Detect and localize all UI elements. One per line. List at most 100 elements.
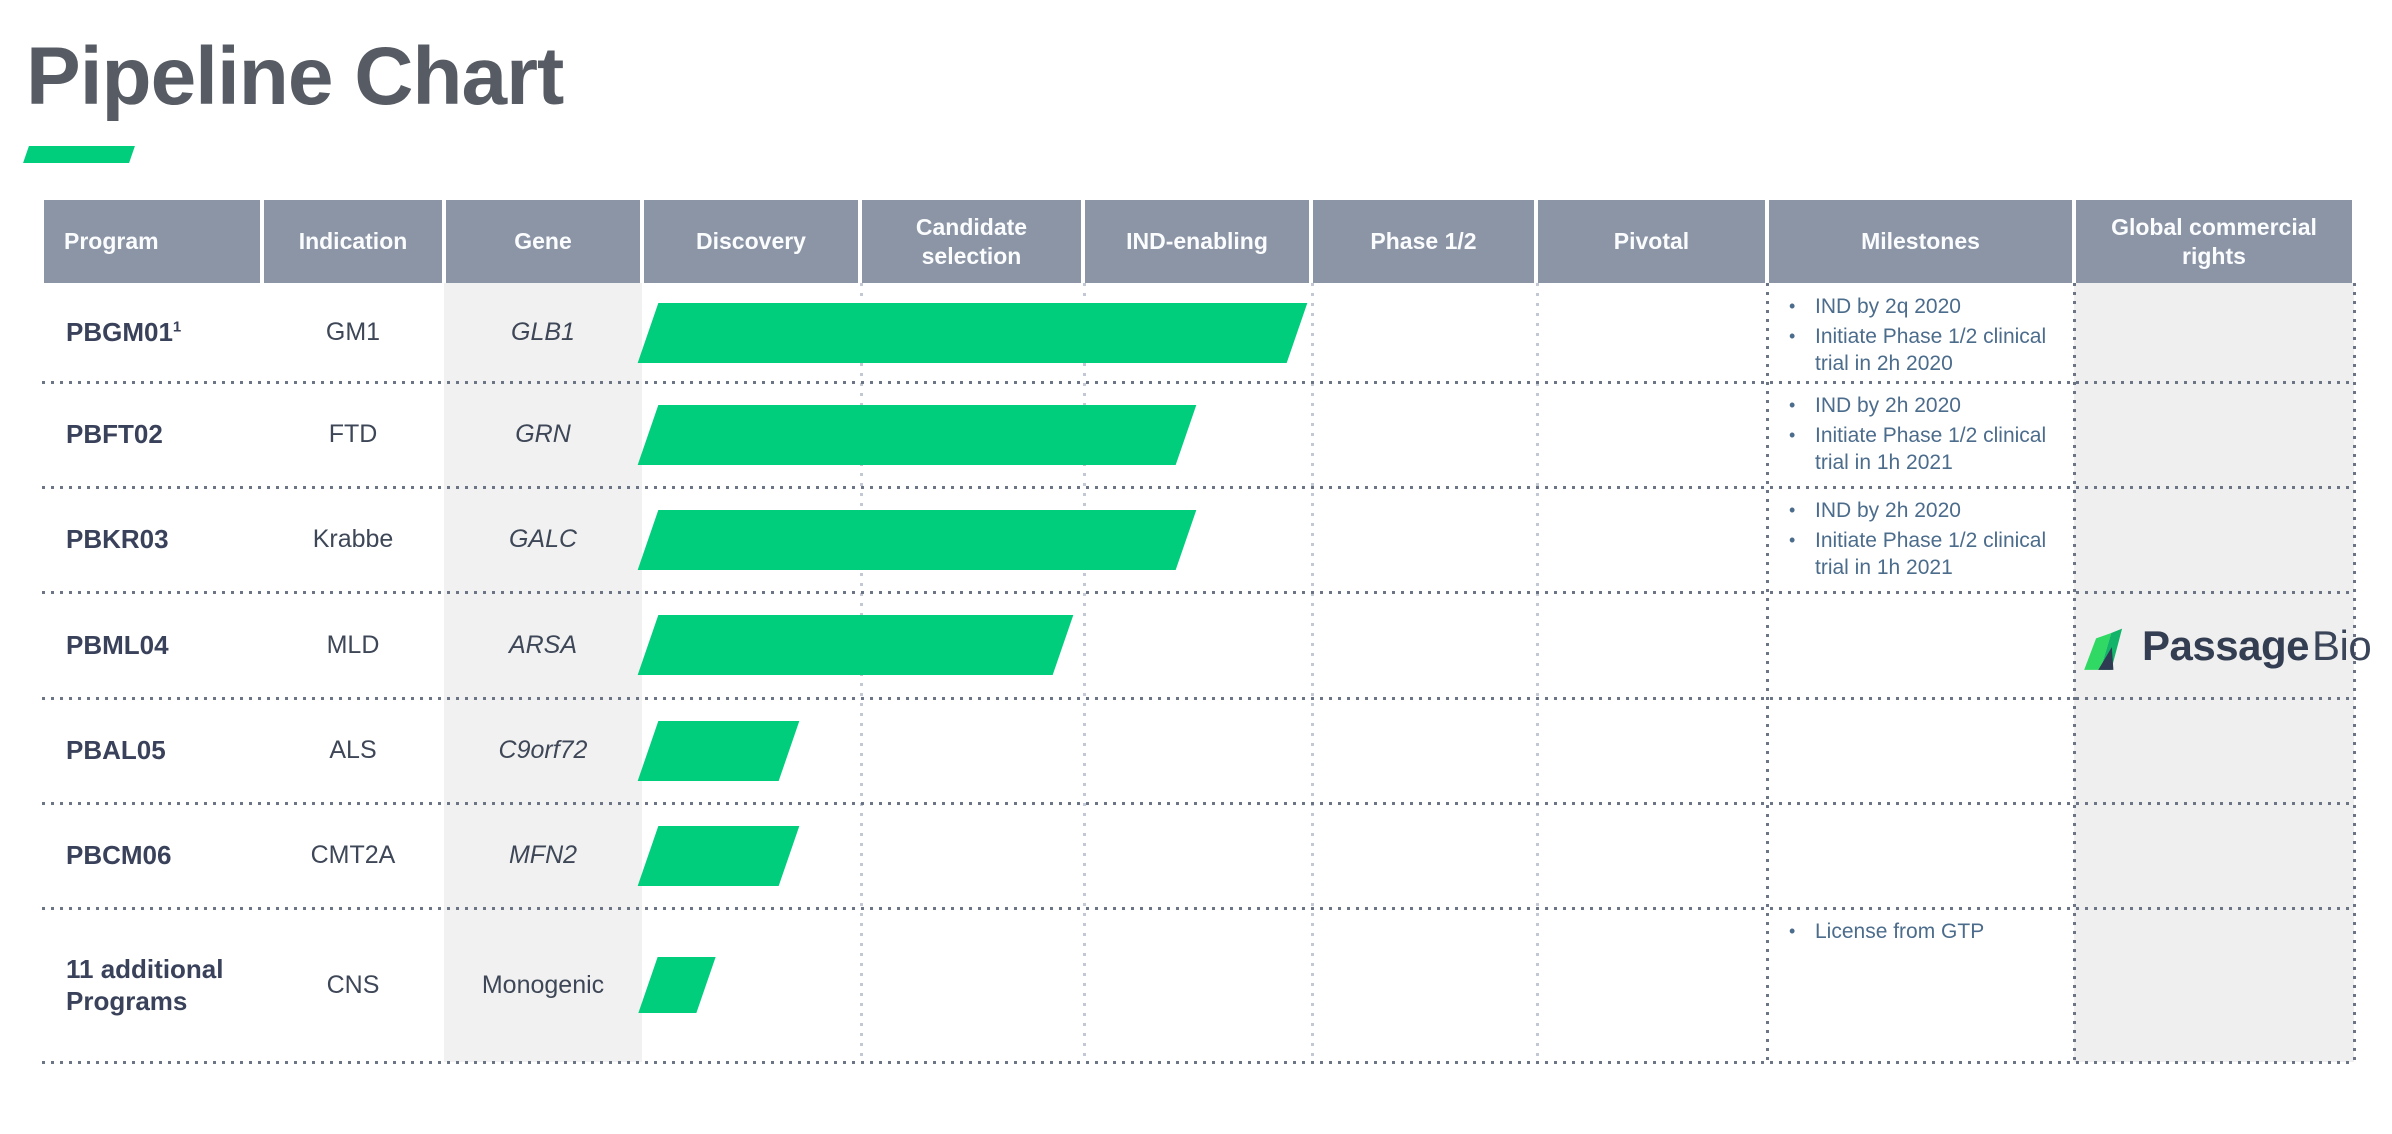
milestone-text: Initiate Phase 1/2 clinical trial in 1h …: [1815, 529, 2047, 579]
program-name-text: 11 additional Programs: [66, 953, 224, 1017]
title-underline-dash: [23, 146, 135, 163]
bullet-icon: •: [1789, 500, 1796, 520]
program-name: PBCM06: [66, 839, 171, 872]
passage-bio-logo-icon: [2084, 628, 2123, 670]
row-separator: [42, 486, 2354, 489]
header-cell-program: Program: [44, 200, 260, 283]
program-name-text: PBCM06: [66, 840, 172, 871]
progress-bar: [637, 615, 1074, 675]
row-separator: [42, 1061, 2354, 1064]
program-cell: PBGM011: [42, 283, 262, 382]
bullet-icon: •: [1789, 425, 1796, 446]
row-separator: [42, 802, 2354, 805]
gene-cell: MFN2: [508, 841, 578, 869]
bullet-icon: •: [1789, 530, 1796, 551]
milestones-cell: • IND by 2h 2020 • Initiate Phase 1/2 clini…: [1767, 487, 2074, 592]
program-name-text: PBGM01: [66, 317, 173, 348]
program-footnote-marker: 1: [172, 318, 182, 336]
milestone-text: IND by 2h 2020: [1815, 394, 1961, 417]
indication-cell: ALS: [329, 736, 377, 764]
gene-cell: GRN: [515, 420, 571, 448]
indication-cell: CNS: [326, 970, 380, 999]
program-cell: PBKR03: [42, 487, 262, 592]
program-cell: PBCM06: [42, 803, 262, 908]
milestone-item: • IND by 2h 2020: [1789, 393, 2068, 419]
bullet-icon: •: [1789, 921, 1796, 941]
progress-bar: [637, 509, 1196, 570]
program-name-text: PBAL05: [66, 735, 166, 766]
logo-text-bio: Bio: [2311, 622, 2372, 669]
program-name: PBKR03: [66, 523, 169, 556]
milestone-item: • IND by 2h 2020: [1789, 498, 2068, 524]
program-name: 11 additional Programs: [66, 953, 262, 1018]
progress-bar: [637, 404, 1196, 465]
milestone-text: Initiate Phase 1/2 clinical trial in 2h …: [1815, 325, 2047, 375]
column-separator: [1536, 283, 1539, 1062]
header-cell-gene: Gene: [446, 200, 640, 283]
indication-cell: FTD: [328, 420, 378, 448]
milestone-item: • Initiate Phase 1/2 clinical trial in 2h…: [1789, 324, 2068, 377]
indication-cell: CMT2A: [310, 841, 396, 869]
milestones-cell: • License from GTP: [1767, 908, 2074, 1062]
header-cell-phase-1-2: Phase 1/2: [1313, 200, 1534, 283]
bullet-icon: •: [1789, 326, 1796, 347]
bullet-icon: •: [1789, 296, 1796, 316]
passage-bio-logo-text: Passage Bio: [2142, 622, 2372, 670]
indication-cell: GM1: [325, 318, 381, 346]
program-name-text: PBML04: [66, 629, 169, 660]
logo-text-passage: Passage: [2142, 622, 2309, 669]
program-name: PBAL05: [66, 734, 166, 767]
header-cell-pivotal: Pivotal: [1538, 200, 1765, 283]
column-separator: [1766, 283, 1769, 1062]
program-cell: PBFT02: [42, 382, 262, 487]
row-separator: [42, 381, 2354, 384]
milestones-cell: • IND by 2h 2020 • Initiate Phase 1/2 clini…: [1767, 382, 2074, 487]
gene-column-shading: [444, 283, 642, 1062]
progress-bar: [637, 302, 1308, 363]
gene-cell: Monogenic: [481, 970, 605, 999]
program-name: PBML04: [66, 629, 169, 662]
program-cell: PBAL05: [42, 698, 262, 803]
global-rights-column-shading: [2074, 283, 2354, 1062]
column-separator: [1083, 283, 1086, 1062]
gene-cell: C9orf72: [498, 736, 588, 764]
milestone-item: • License from GTP: [1789, 919, 2068, 945]
program-name-text: PBKR03: [66, 524, 169, 555]
header-cell-global-commercial-rights: Global commercial rights: [2076, 200, 2352, 283]
indication-cell: MLD: [326, 630, 380, 659]
row-separator: [42, 591, 2354, 594]
header-cell-candidate-selection: Candidate selection: [862, 200, 1081, 283]
header-cell-indication: Indication: [264, 200, 442, 283]
milestone-item: • Initiate Phase 1/2 clinical trial in 1h…: [1789, 423, 2068, 476]
bullet-icon: •: [1789, 395, 1796, 415]
milestone-text: IND by 2h 2020: [1815, 499, 1961, 522]
indication-cell: Krabbe: [312, 525, 394, 553]
row-separator: [42, 907, 2354, 910]
gene-cell: GLB1: [511, 318, 575, 346]
header-cell-ind-enabling: IND-enabling: [1085, 200, 1309, 283]
progress-bar: [637, 720, 799, 781]
header-cell-discovery: Discovery: [644, 200, 858, 283]
column-separator: [2353, 283, 2356, 1062]
gene-cell: ARSA: [508, 630, 578, 659]
gene-cell: GALC: [508, 525, 578, 553]
milestone-item: • IND by 2q 2020: [1789, 294, 2068, 320]
program-name: PBGM011: [66, 316, 181, 349]
program-cell: PBML04: [42, 592, 262, 698]
column-separator: [1311, 283, 1314, 1062]
page-title: Pipeline Chart: [26, 31, 564, 122]
milestone-text: Initiate Phase 1/2 clinical trial in 1h …: [1815, 424, 2047, 474]
row-separator: [42, 697, 2354, 700]
progress-bar: [637, 825, 799, 886]
header-cell-milestones: Milestones: [1769, 200, 2072, 283]
milestones-cell: • IND by 2q 2020 • Initiate Phase 1/2 clini…: [1767, 283, 2074, 382]
progress-bar: [638, 957, 716, 1013]
program-name-text: PBFT02: [66, 419, 163, 450]
milestone-text: License from GTP: [1815, 920, 1985, 943]
column-separator: [2073, 283, 2076, 1062]
program-cell: 11 additional Programs: [42, 908, 262, 1062]
milestone-text: IND by 2q 2020: [1815, 295, 1961, 318]
program-name: PBFT02: [66, 418, 163, 451]
milestone-item: • Initiate Phase 1/2 clinical trial in 1h…: [1789, 528, 2068, 581]
